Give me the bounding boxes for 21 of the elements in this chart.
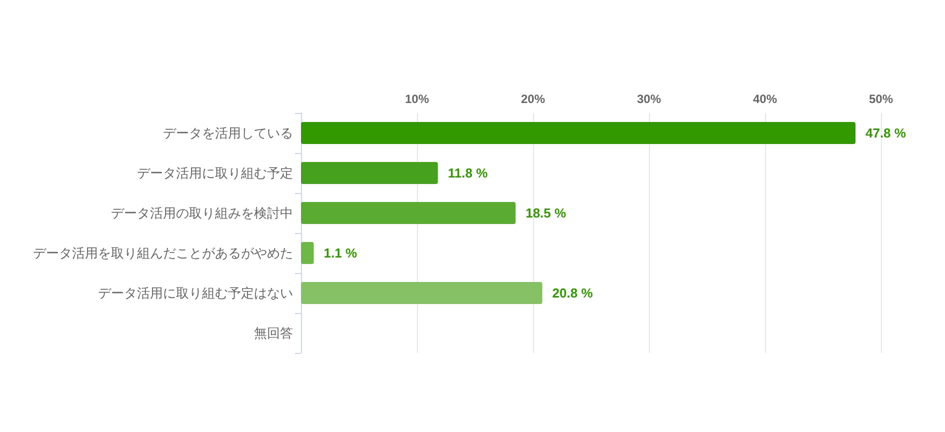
- bar: [301, 162, 438, 184]
- y-tick-label: データ活用に取り組む予定: [137, 166, 293, 180]
- x-tick-label: 30%: [636, 92, 662, 106]
- bar: [301, 122, 856, 144]
- x-tick-label: 40%: [752, 92, 778, 106]
- data-label: 11.8 %: [448, 166, 488, 180]
- data-label: 18.5 %: [526, 206, 567, 220]
- y-tick-label: 無回答: [254, 326, 293, 340]
- y-tick-label: データ活用に取り組む予定はない: [98, 286, 293, 300]
- bar: [301, 242, 314, 264]
- y-tick-label: データを活用している: [163, 126, 293, 140]
- y-tick-label: データ活用を取り組んだことがあるがやめた: [33, 246, 293, 260]
- x-tick-label: 50%: [868, 92, 894, 106]
- bar: [301, 202, 516, 224]
- x-tick-label: 20%: [520, 92, 546, 106]
- y-tick-label: データ活用の取り組みを検討中: [111, 206, 293, 220]
- bar: [301, 282, 542, 304]
- data-label: 47.8 %: [865, 126, 906, 140]
- x-tick-label: 10%: [404, 92, 430, 106]
- data-label: 20.8 %: [552, 286, 594, 300]
- data-label: 1.1 %: [324, 246, 358, 260]
